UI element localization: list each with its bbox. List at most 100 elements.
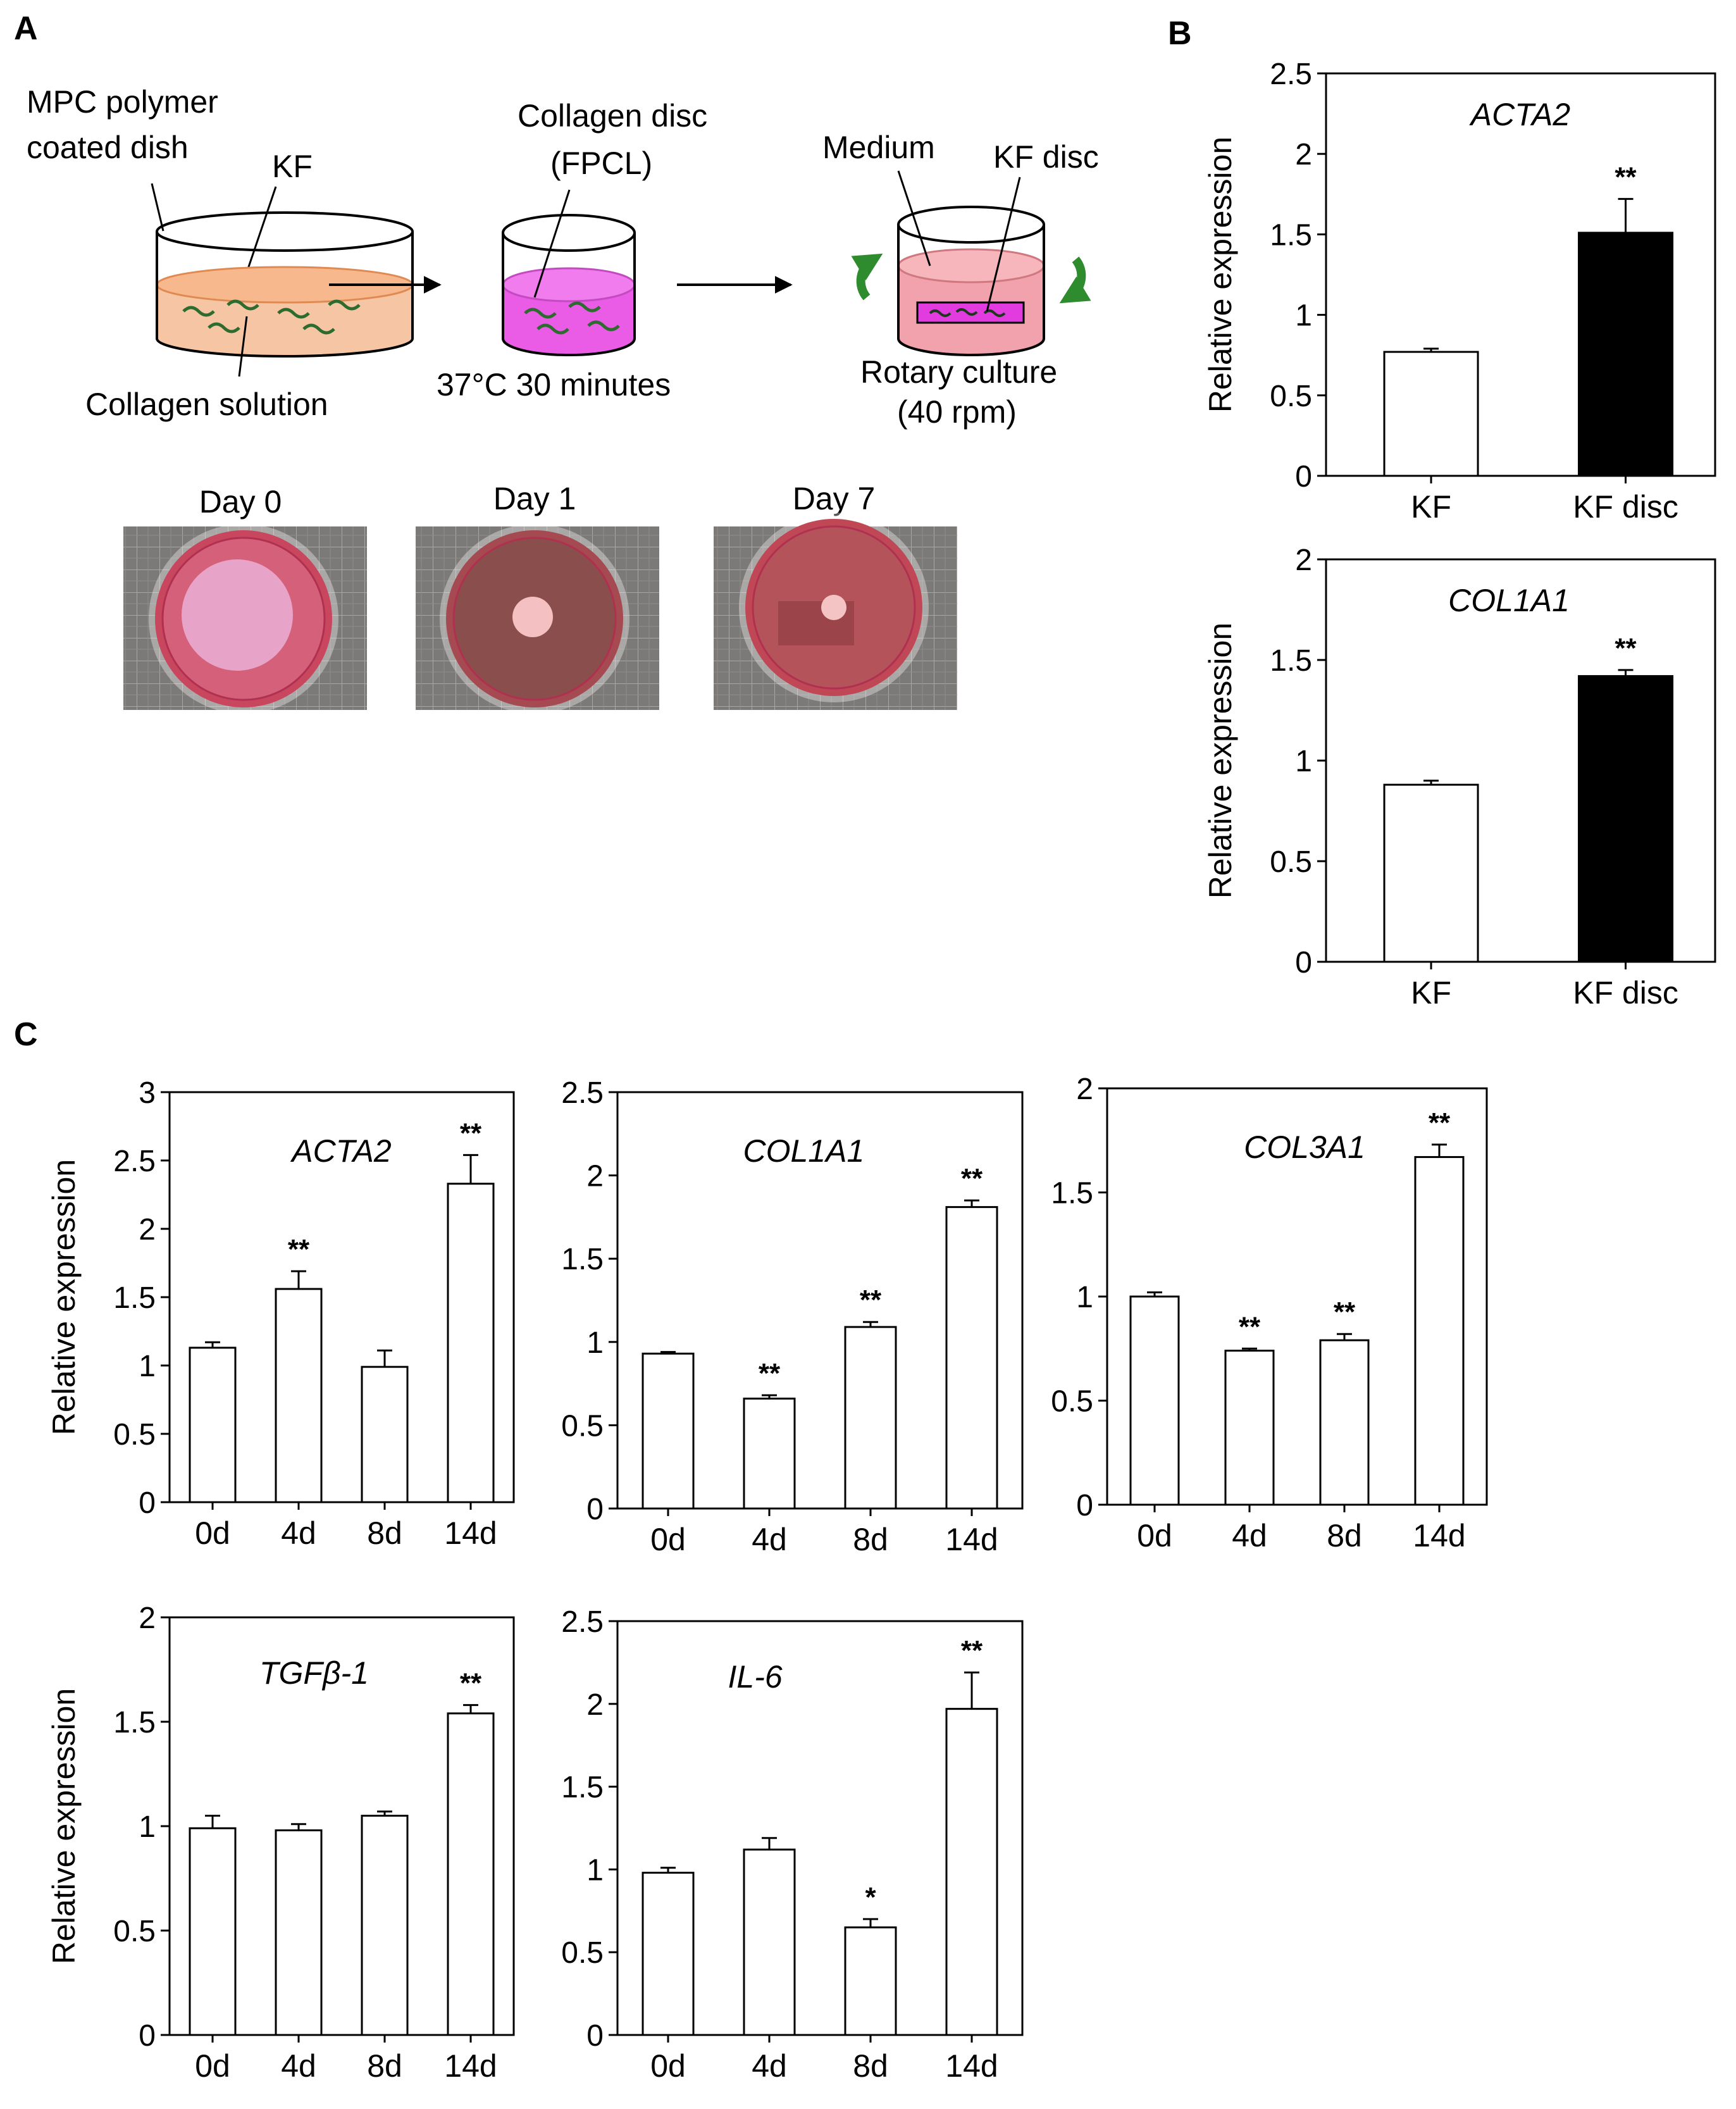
bar bbox=[1578, 675, 1674, 963]
y-tick-label: 1 bbox=[586, 1853, 604, 1887]
y-tick-label: 1 bbox=[1076, 1281, 1093, 1314]
schematic-step-1: MPC polymer coated dish KF Collagen solu… bbox=[27, 84, 414, 422]
significance-marker: ** bbox=[1334, 1297, 1356, 1328]
x-tick-label: 0d bbox=[650, 1522, 686, 1557]
chart-title: COL1A1 bbox=[743, 1133, 865, 1169]
collagen-disc-label: Collagen disc bbox=[518, 98, 707, 134]
y-tick-label: 2.5 bbox=[1270, 58, 1312, 91]
y-tick-label: 0 bbox=[586, 2019, 604, 2053]
collagen-solution-label: Collagen solution bbox=[85, 387, 328, 422]
x-tick-label: 8d bbox=[1327, 1518, 1362, 1553]
x-tick-label: 0d bbox=[1137, 1518, 1172, 1553]
significance-marker: ** bbox=[759, 1358, 781, 1389]
y-tick-label: 0.5 bbox=[561, 1409, 604, 1443]
y-tick-label: 2.5 bbox=[113, 1145, 156, 1178]
y-tick-label: 0.5 bbox=[113, 1418, 156, 1452]
chart-c-il6: 0 0.5 1.5 1 2 2.5 IL-6 0d 4d * 8d ** 14d bbox=[561, 1605, 1024, 2084]
rotation-arrow-right bbox=[1059, 256, 1091, 304]
y-tick-label: 1.5 bbox=[113, 1706, 156, 1739]
chart-title: ACTA2 bbox=[1469, 97, 1571, 132]
coated-dish-label: coated dish bbox=[27, 130, 189, 165]
medium-label: Medium bbox=[822, 130, 935, 165]
y-tick-label: 0 bbox=[139, 1486, 156, 1520]
photo-day0 bbox=[123, 524, 367, 714]
x-tick-label: 14d bbox=[1413, 1518, 1465, 1553]
bar bbox=[945, 1206, 998, 1510]
x-tick-label: KF disc bbox=[1573, 975, 1678, 1011]
bar bbox=[1383, 351, 1479, 477]
bar bbox=[1578, 232, 1674, 477]
plot-frame bbox=[616, 1091, 1024, 1510]
bar bbox=[844, 1926, 897, 2036]
x-tick-label: 14d bbox=[444, 2048, 497, 2084]
bar bbox=[1224, 1350, 1275, 1506]
y-tick-label: 2 bbox=[1076, 1073, 1093, 1106]
y-tick-label: 2.5 bbox=[561, 1076, 604, 1110]
mpc-label: MPC polymer bbox=[27, 84, 218, 120]
fibroblast-cells bbox=[182, 299, 361, 335]
x-tick-label: 14d bbox=[945, 1522, 998, 1557]
bar bbox=[1319, 1339, 1370, 1506]
bar bbox=[189, 1347, 237, 1503]
y-tick-label: 2 bbox=[139, 1602, 156, 1635]
chart-title: IL-6 bbox=[728, 1659, 783, 1695]
y-tick-label: 1.5 bbox=[113, 1281, 156, 1315]
panel-label-c: C bbox=[14, 1016, 38, 1053]
y-tick-label: 0 bbox=[1076, 1489, 1093, 1522]
x-tick-label: 4d bbox=[752, 1522, 787, 1557]
bar bbox=[1414, 1156, 1465, 1506]
kf-label: KF bbox=[272, 149, 313, 184]
photo-label-day0: Day 0 bbox=[199, 484, 282, 519]
chart-c-col1a1: 0 0.5 1 1.5 2 2.5 COL1A1 0d ** 4d ** 8d ** 14d bbox=[561, 1076, 1024, 1557]
x-tick-label: 14d bbox=[945, 2048, 998, 2084]
y-axis-label: Relative expression bbox=[46, 1159, 82, 1435]
incubation-label: 37°C 30 minutes bbox=[437, 367, 671, 402]
panel-label-b: B bbox=[1168, 15, 1192, 52]
photo-day7 bbox=[714, 513, 957, 710]
photo-day1 bbox=[416, 524, 659, 714]
x-tick-label: KF bbox=[1411, 975, 1451, 1011]
x-tick-label: 8d bbox=[367, 1515, 402, 1551]
significance-marker: ** bbox=[961, 1163, 983, 1194]
photo-strip: Day 0 Day 1 Day 7 bbox=[123, 481, 957, 714]
bar bbox=[447, 1183, 495, 1503]
chart-title: TGFβ-1 bbox=[259, 1655, 369, 1691]
significance-marker: ** bbox=[961, 1635, 983, 1666]
x-tick-label: KF disc bbox=[1573, 489, 1678, 525]
y-tick-label: 1.5 bbox=[561, 1771, 604, 1805]
y-tick-label: 2.5 bbox=[561, 1605, 604, 1639]
chart-c-col3a1: 0 0.5 1 1.5 2 COL3A1 0d ** 4d ** 8d ** 14d bbox=[1051, 1073, 1488, 1553]
rotation-arrow-left bbox=[851, 253, 883, 301]
y-tick-label: 0 bbox=[1295, 946, 1312, 980]
significance-marker: ** bbox=[1429, 1107, 1451, 1138]
bar bbox=[275, 1829, 323, 2036]
significance-marker: ** bbox=[460, 1117, 482, 1148]
significance-marker: ** bbox=[1615, 633, 1637, 664]
dish-1-fill bbox=[157, 285, 412, 356]
y-axis-label: Relative expression bbox=[1203, 623, 1238, 899]
significance-marker: ** bbox=[460, 1668, 482, 1699]
chart-b-acta2: 0 0.5 1 1.5 2 2.5 Relative expression ACTA2 KF **… bbox=[1203, 58, 1716, 525]
y-tick-label: 2 bbox=[1295, 138, 1312, 171]
y-tick-label: 0.5 bbox=[1051, 1385, 1093, 1419]
significance-marker: ** bbox=[1239, 1311, 1261, 1342]
chart-title: COL3A1 bbox=[1244, 1129, 1365, 1165]
significance-marker: * bbox=[865, 1882, 876, 1913]
bar bbox=[743, 1848, 796, 2036]
x-tick-label: 4d bbox=[752, 2048, 787, 2084]
x-tick-label: KF bbox=[1411, 489, 1451, 525]
x-tick-label: 4d bbox=[1232, 1518, 1267, 1553]
bar bbox=[275, 1288, 323, 1503]
y-tick-label: 1 bbox=[139, 1350, 156, 1383]
photo-label-day1: Day 1 bbox=[493, 481, 576, 516]
bar bbox=[743, 1397, 796, 1510]
rpm-label: (40 rpm) bbox=[897, 394, 1017, 430]
y-tick-label: 2 bbox=[586, 1688, 604, 1722]
y-tick-label: 0.5 bbox=[1270, 845, 1312, 879]
y-axis-label: Relative expression bbox=[1203, 137, 1238, 413]
x-tick-label: 8d bbox=[853, 2048, 888, 2084]
bar bbox=[361, 1366, 409, 1503]
y-tick-label: 0.5 bbox=[1270, 380, 1312, 413]
y-tick-label: 0 bbox=[586, 1493, 604, 1526]
rotary-culture-label: Rotary culture bbox=[860, 354, 1057, 390]
